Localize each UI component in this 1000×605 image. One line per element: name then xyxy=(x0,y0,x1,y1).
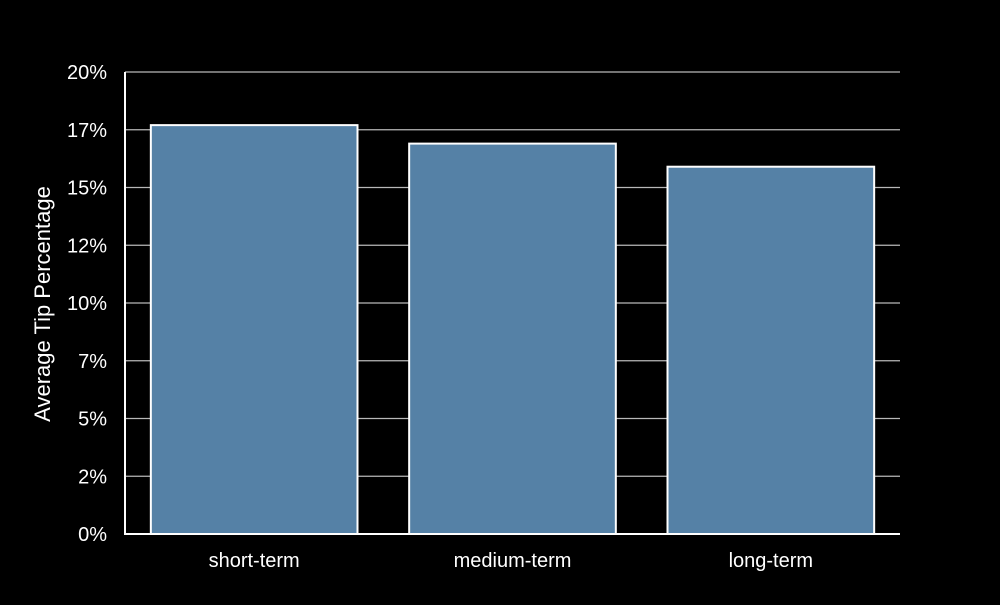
y-tick-labels: 0% 2% 5% 7% 10% 12% 15% 17% 20% xyxy=(67,62,107,546)
y-tick-label: 15% xyxy=(67,178,107,200)
y-tick-label: 10% xyxy=(67,293,107,315)
x-tick-label: short-term xyxy=(209,550,300,572)
y-tick-label: 17% xyxy=(67,120,107,142)
bar-long-term xyxy=(666,165,876,536)
y-tick-label: 2% xyxy=(78,466,107,488)
y-tick-label: 5% xyxy=(78,409,107,431)
x-tick-labels: short-term medium-term long-term xyxy=(209,550,813,572)
y-tick-label: 12% xyxy=(67,235,107,257)
bar-medium-term xyxy=(408,142,617,536)
y-axis-title: Average Tip Percentage xyxy=(30,186,55,422)
x-tick-label: medium-term xyxy=(454,550,572,572)
y-tick-label: 0% xyxy=(78,524,107,546)
bar-layer xyxy=(149,124,876,536)
bar-short-term xyxy=(149,124,359,535)
axis-layer xyxy=(124,72,900,535)
y-tick-label: 20% xyxy=(67,62,107,84)
x-tick-label: long-term xyxy=(729,550,813,572)
y-tick-label: 7% xyxy=(78,351,107,373)
